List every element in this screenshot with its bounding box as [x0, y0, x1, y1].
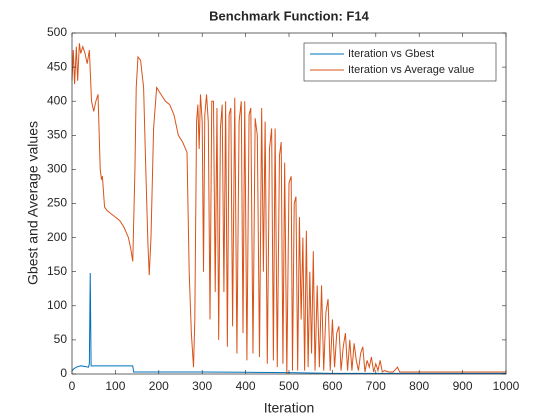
x-tick-label: 700 — [366, 379, 386, 393]
y-tick-label: 50 — [54, 332, 68, 346]
legend-label: Iteration vs Average value — [348, 64, 474, 76]
x-axis-label: Iteration — [264, 400, 315, 416]
legend-box — [303, 42, 497, 82]
y-tick-label: 400 — [47, 93, 67, 107]
y-tick-label: 100 — [47, 298, 67, 312]
x-tick-label: 200 — [149, 379, 169, 393]
legend-label: Iteration vs Gbest — [348, 48, 434, 60]
y-tick-label: 350 — [47, 127, 67, 141]
x-tick-label: 400 — [236, 379, 256, 393]
x-tick-label: 100 — [105, 379, 125, 393]
x-tick-label: 500 — [279, 379, 299, 393]
x-tick-label: 900 — [453, 379, 473, 393]
y-tick-label: 500 — [47, 25, 67, 39]
x-tick-label: 300 — [192, 379, 212, 393]
chart-title: Benchmark Function: F14 — [209, 8, 369, 23]
y-tick-label: 250 — [47, 196, 67, 210]
series-line — [71, 273, 506, 374]
series-line — [71, 43, 506, 375]
x-tick-label: 600 — [322, 379, 342, 393]
y-tick-label: 150 — [47, 264, 67, 278]
x-tick-label: 800 — [409, 379, 429, 393]
y-tick-label: 450 — [47, 59, 67, 73]
y-tick-label: 0 — [60, 366, 67, 380]
x-tick-label: 0 — [69, 379, 76, 393]
y-tick-label: 300 — [47, 162, 67, 176]
x-tick-label: 1000 — [493, 379, 520, 393]
y-tick-label: 200 — [47, 230, 67, 244]
y-axis-label: Gbest and Average values — [25, 121, 41, 285]
